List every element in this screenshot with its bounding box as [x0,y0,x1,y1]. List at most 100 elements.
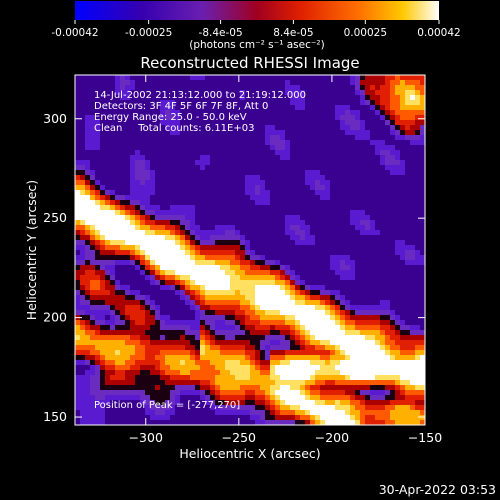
heatmap-cell [130,270,136,276]
heatmap-cell [195,215,201,221]
heatmap-cell [230,365,236,371]
heatmap-cell [195,220,201,226]
heatmap-cell [255,135,261,141]
heatmap-cell [345,225,351,231]
heatmap-cell [80,240,86,246]
heatmap-cell [335,355,341,361]
heatmap-cell [200,145,206,151]
heatmap-cell [330,355,336,361]
heatmap-cell [170,105,176,111]
chart-title: Reconstructed RHESSI Image [140,54,359,72]
heatmap-cell [135,240,141,246]
heatmap-cell [390,395,396,401]
heatmap-cell [125,330,131,336]
heatmap-cell [370,170,376,176]
heatmap-cell [375,330,381,336]
heatmap-cell [225,365,231,371]
heatmap-cell [295,260,301,266]
heatmap-cell [200,185,206,191]
heatmap-cell [405,305,411,311]
heatmap-cell [300,310,306,316]
heatmap-cell [350,90,356,96]
heatmap-cell [315,115,321,121]
heatmap-cell [95,125,101,131]
heatmap-cell [120,180,126,186]
heatmap-cell [185,305,191,311]
heatmap-cell [395,115,401,121]
heatmap-cell [400,310,406,316]
heatmap-cell [325,150,331,156]
heatmap-cell [95,300,101,306]
heatmap-cell [280,260,286,266]
heatmap-cell [245,125,251,131]
heatmap-cell [200,265,206,271]
heatmap-cell [340,135,346,141]
heatmap-cell [215,175,221,181]
heatmap-cell [155,370,161,376]
heatmap-cell [165,380,171,386]
heatmap-cell [250,255,256,261]
heatmap-cell [100,405,106,411]
heatmap-cell [80,305,86,311]
heatmap-cell [200,120,206,126]
heatmap-cell [135,220,141,226]
heatmap-cell [250,120,256,126]
heatmap-cell [200,160,206,166]
heatmap-cell [345,100,351,106]
heatmap-cell [330,175,336,181]
heatmap-cell [75,200,81,206]
heatmap-cell [395,365,401,371]
heatmap-cell [125,220,131,226]
heatmap-cell [100,395,106,401]
heatmap-cell [205,180,211,186]
heatmap-cell [110,335,116,341]
heatmap-cell [370,380,376,386]
heatmap-cell [220,230,226,236]
heatmap-cell [245,210,251,216]
heatmap-cell [85,170,91,176]
heatmap-cell [105,195,111,201]
heatmap-cell [140,210,146,216]
heatmap-cell [245,105,251,111]
heatmap-cell [160,420,166,425]
heatmap-cell [310,380,316,386]
heatmap-cell [355,250,361,256]
heatmap-cell [415,410,421,416]
heatmap-cell [75,265,81,271]
heatmap-cell [355,115,361,121]
heatmap-cell [210,210,216,216]
heatmap-cell [380,195,386,201]
heatmap-cell [85,360,91,366]
heatmap-cell [395,140,401,146]
heatmap-cell [345,285,351,291]
heatmap-cell [400,240,406,246]
heatmap-cell [345,320,351,326]
heatmap-cell [250,145,256,151]
heatmap-cell [175,190,181,196]
heatmap-cell [355,145,361,151]
heatmap-cell [210,375,216,381]
heatmap-cell [150,320,156,326]
heatmap-cell [210,110,216,116]
heatmap-cell [115,350,121,356]
heatmap-cell [115,120,121,126]
heatmap-cell [175,135,181,141]
heatmap-cell [200,250,206,256]
heatmap-cell [205,255,211,261]
heatmap-cell [140,105,146,111]
heatmap-cell [210,265,216,271]
heatmap-cell [290,220,296,226]
heatmap-cell [410,170,416,176]
heatmap-cell [170,330,176,336]
heatmap-cell [325,90,331,96]
heatmap-cell [330,310,336,316]
heatmap-cell [115,405,121,411]
heatmap-cell [270,110,276,116]
heatmap-cell [355,280,361,286]
heatmap-cell [75,410,81,416]
heatmap-cell [355,265,361,271]
heatmap-cell [385,330,391,336]
heatmap-cell [95,355,101,361]
heatmap-cell [360,90,366,96]
heatmap-cell [110,145,116,151]
